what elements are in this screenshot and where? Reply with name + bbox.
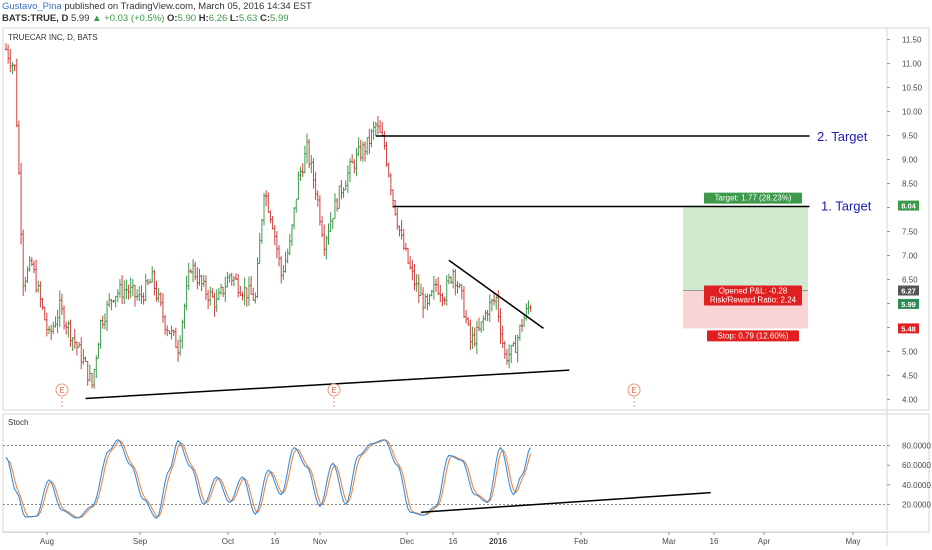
stoch-tick-label: 60.0000 xyxy=(902,461,931,470)
y-tick-label: 4.00 xyxy=(902,395,918,404)
x-tick-label: 16 xyxy=(449,537,458,546)
x-tick-label: Feb xyxy=(574,537,588,546)
x-tick-label: 16 xyxy=(271,537,280,546)
y-tick-label: 8.50 xyxy=(902,180,918,189)
y-tick-label: 10.50 xyxy=(902,84,923,93)
target-annotation: 1. Target xyxy=(821,199,872,214)
stop-label: Stop: 0.79 (12.60%) xyxy=(717,331,788,340)
price-tag: 8.04 xyxy=(901,202,916,211)
target-annotation: 2. Target xyxy=(817,129,868,144)
x-tick-label: Apr xyxy=(758,537,771,546)
y-tick-label: 10.00 xyxy=(902,108,923,117)
stoch-tick-label: 20.0000 xyxy=(902,500,931,509)
stoch-title: Stoch xyxy=(8,418,28,427)
x-tick-label: Oct xyxy=(222,537,235,546)
price-tag: 5.99 xyxy=(901,300,916,309)
price-tag: 5.48 xyxy=(901,324,916,333)
x-tick-label: 16 xyxy=(710,537,719,546)
x-tick-label: May xyxy=(845,537,860,546)
y-tick-label: 9.00 xyxy=(902,156,918,165)
x-tick-label: Nov xyxy=(313,537,327,546)
stoch-pane xyxy=(3,414,929,532)
x-tick-label: Sep xyxy=(133,537,148,546)
price-tag: 6.27 xyxy=(901,287,916,296)
stoch-tick-label: 40.0000 xyxy=(902,481,931,490)
y-tick-label: 6.50 xyxy=(902,275,918,284)
y-tick-label: 11.50 xyxy=(902,36,922,45)
y-tick-label: 11.00 xyxy=(902,60,922,69)
y-tick-label: 7.00 xyxy=(902,251,918,260)
y-tick-label: 5.00 xyxy=(902,347,918,356)
y-tick-label: 9.50 xyxy=(902,132,918,141)
x-tick-label: Aug xyxy=(40,537,54,546)
pnl-label: Opened P&L: -0.28 xyxy=(719,287,788,296)
pnl-label: Risk/Reward Ratio: 2.24 xyxy=(710,296,797,305)
y-tick-label: 4.50 xyxy=(902,371,918,380)
x-tick-label: Mar xyxy=(662,537,676,546)
chart-title: TRUECAR INC, D, BATS xyxy=(8,33,98,42)
stoch-tick-label: 80.0000 xyxy=(902,442,931,451)
target-label: Target: 1.77 (28.23%) xyxy=(715,194,792,203)
earnings-label: E xyxy=(631,386,636,395)
x-tick-label: 2016 xyxy=(489,537,507,546)
earnings-label: E xyxy=(331,386,336,395)
y-tick-label: 7.50 xyxy=(902,227,918,236)
x-tick-label: Dec xyxy=(400,537,414,546)
earnings-label: E xyxy=(59,386,64,395)
profit-zone xyxy=(683,206,808,291)
